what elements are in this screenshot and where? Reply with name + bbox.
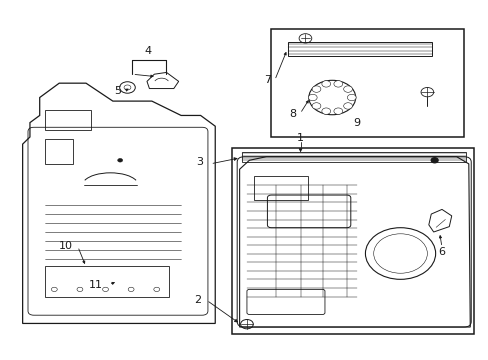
Bar: [271, 30, 463, 137]
Text: 7: 7: [264, 75, 271, 85]
Circle shape: [321, 108, 330, 114]
Circle shape: [343, 103, 352, 109]
Circle shape: [118, 158, 122, 162]
Circle shape: [321, 81, 330, 87]
Circle shape: [311, 86, 320, 92]
Text: 6: 6: [438, 247, 445, 257]
Bar: [254, 176, 307, 200]
Circle shape: [311, 103, 320, 109]
Text: 9: 9: [352, 118, 360, 128]
Text: 10: 10: [59, 241, 72, 251]
Bar: [44, 266, 168, 297]
Text: 3: 3: [196, 157, 203, 167]
Bar: [242, 152, 466, 162]
Bar: [44, 139, 73, 164]
Text: 1: 1: [297, 133, 304, 143]
Bar: [288, 42, 431, 56]
Text: 5: 5: [114, 86, 121, 96]
Text: 4: 4: [144, 46, 151, 56]
Text: 8: 8: [289, 109, 296, 119]
Circle shape: [430, 158, 437, 163]
Bar: [232, 148, 473, 334]
Circle shape: [346, 94, 355, 101]
Text: 11: 11: [89, 280, 103, 290]
Text: 2: 2: [194, 295, 202, 305]
Circle shape: [343, 86, 352, 92]
Circle shape: [333, 108, 342, 114]
Bar: [44, 110, 91, 130]
Circle shape: [308, 94, 317, 101]
Circle shape: [333, 81, 342, 87]
